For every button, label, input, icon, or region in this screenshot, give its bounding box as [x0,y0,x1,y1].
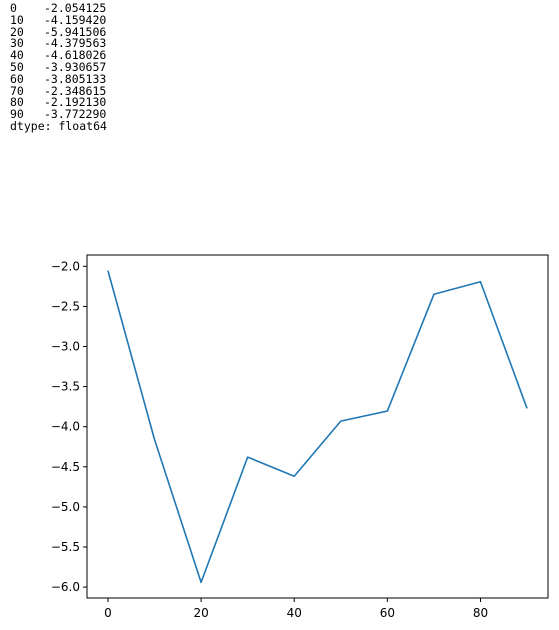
series-row: 70 -2.348615 [10,83,107,98]
y-tick-label: −5.0 [51,500,80,514]
series-row-index: 80 [10,95,24,110]
series-row-value: -5.941506 [44,24,107,39]
series-row-value: -2.348615 [44,83,107,98]
series-row: 90 -3.772290 [10,107,107,122]
series-row-index: 90 [10,107,24,122]
series-rows: 0 -2.054125 10 -4.159420 20 -5.941506 30 -4.379… [10,1,107,122]
series-row: 50 -3.930657 [10,59,107,74]
series-row-value: -4.618026 [44,48,107,63]
y-tick-label: −6.0 [51,580,80,594]
series-row-index: 70 [10,83,24,98]
series-row-index: 20 [10,24,24,39]
plot-layer: −2.0 −2.5 −3.0 −3.5 −4.0 −4.5 −5.0 −5.5 −6.0 0 20 4… [51,254,549,620]
series-row-value: -3.805133 [44,71,107,86]
series-row: 80 -2.192130 [10,95,107,110]
series-text-output: 0 -2.054125 10 -4.159420 20 -5.941506 30 -4.379… [10,1,107,133]
y-tick-label: −5.5 [51,540,80,554]
series-row-value: -2.054125 [44,1,107,15]
x-tick-label: 20 [193,606,208,620]
y-tick-label: −4.0 [51,420,80,434]
series-row-index: 50 [10,59,24,74]
dtype-line: dtype: float64 [10,118,107,133]
y-tick-label: −2.0 [51,259,80,273]
series-row-value: -4.379563 [44,36,107,51]
x-tick-label: 60 [380,606,395,620]
y-tick-label: −4.5 [51,460,80,474]
series-row-index: 60 [10,71,24,86]
x-tick-label: 80 [473,606,488,620]
series-row: 60 -3.805133 [10,71,107,86]
y-tick-label: −2.5 [51,299,80,313]
series-row-index: 0 [10,1,17,15]
x-tick-label: 40 [287,606,302,620]
series-row: 20 -5.941506 [10,24,107,39]
series-row-index: 30 [10,36,24,51]
y-tick-label: −3.0 [51,340,80,354]
y-tick-label: −3.5 [51,380,80,394]
series-row-value: -3.930657 [44,59,107,74]
series-row-value: -2.192130 [44,95,107,110]
series-row-value: -3.772290 [44,107,107,122]
series-row-value: -4.159420 [44,12,107,27]
x-tick-label: 0 [104,606,112,620]
series-line [107,270,528,584]
series-row: 0 -2.054125 [10,1,107,15]
series-row-index: 10 [10,12,24,27]
series-row-index: 40 [10,48,24,63]
series-row: 10 -4.159420 [10,12,107,27]
series-row: 40 -4.618026 [10,48,107,63]
axes-frame [86,254,549,599]
series-row: 30 -4.379563 [10,36,107,51]
